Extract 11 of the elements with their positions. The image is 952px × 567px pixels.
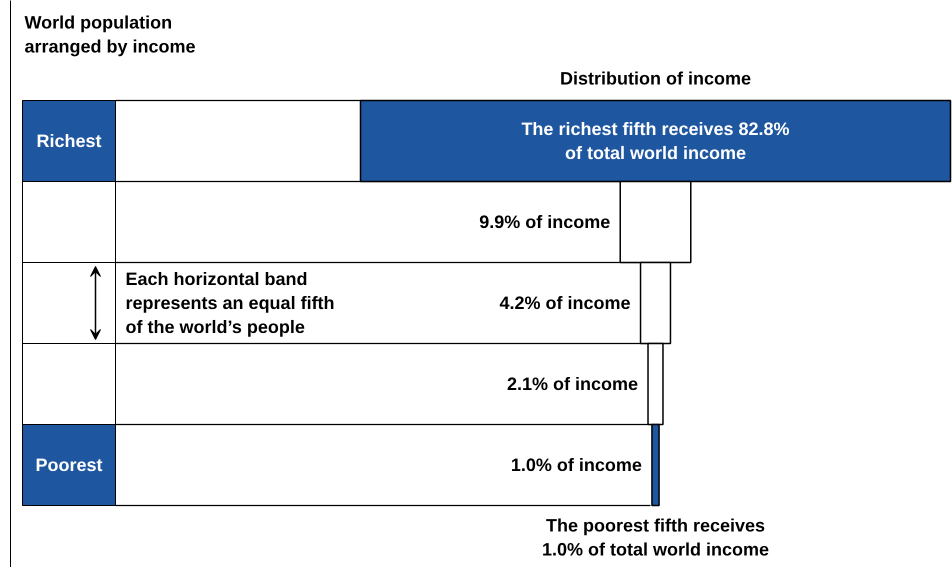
data-label: 2.1% of income: [506, 374, 638, 394]
category-label: Richest: [36, 131, 102, 151]
text: World population arranged by income: [24, 12, 196, 56]
text: The poorest fifth receives 1.0% of total world income: [542, 516, 770, 560]
data-label: 9.9% of income: [479, 212, 610, 232]
category-label: Poorest: [35, 455, 103, 475]
data-label: 4.2% of income: [500, 293, 631, 313]
data-label: The richest fifth receives 82.8% of total world income: [521, 119, 790, 163]
data-label: 1.0% of income: [510, 455, 642, 475]
text: Distribution of income: [560, 68, 751, 88]
text: Each horizontal band represents an equal fifth of the world’s people: [126, 269, 335, 337]
